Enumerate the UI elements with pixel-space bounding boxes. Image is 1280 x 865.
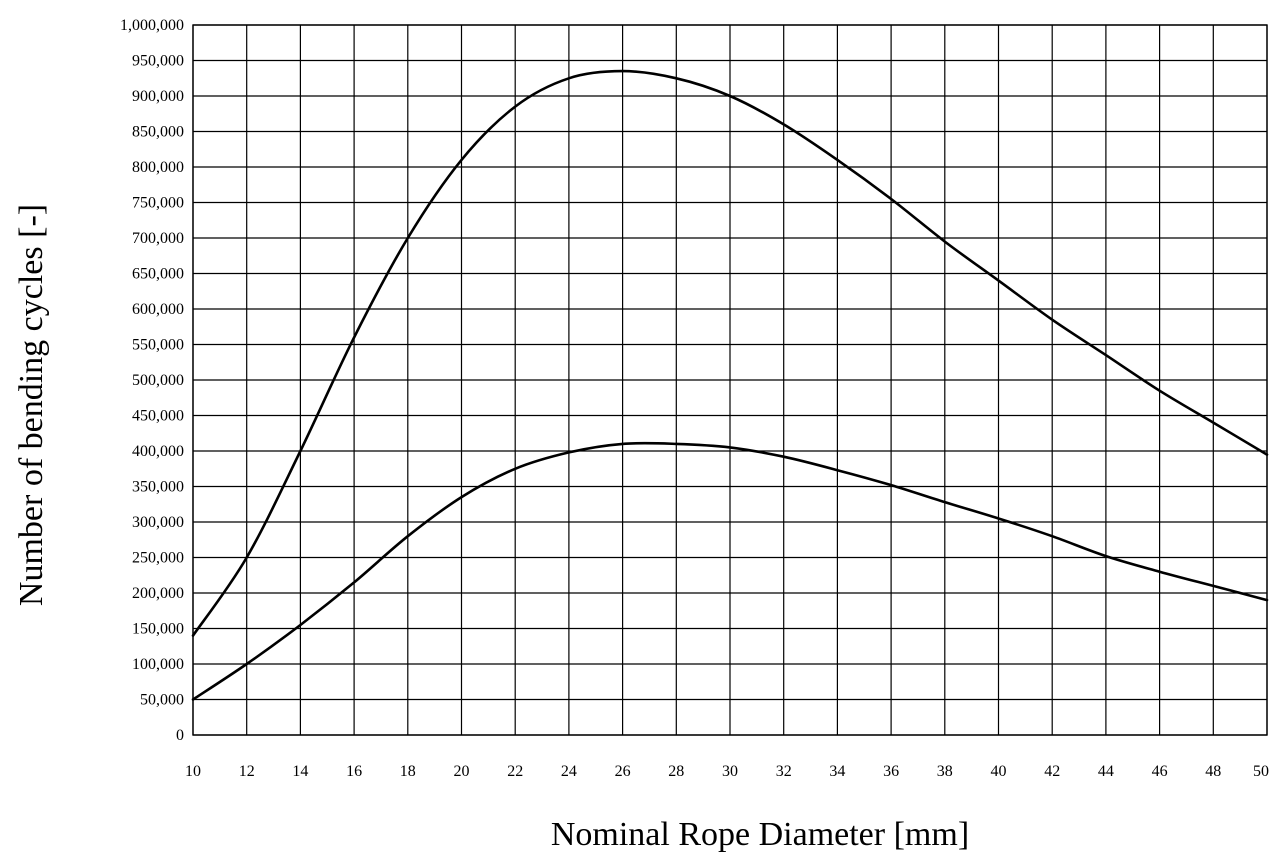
x-axis-title: Nominal Rope Diameter [mm] <box>551 816 969 853</box>
y-tick-label: 700,000 <box>132 230 184 247</box>
x-tick-label: 46 <box>1152 763 1168 780</box>
x-tick-label: 10 <box>185 763 201 780</box>
x-tick-label: 18 <box>400 763 416 780</box>
x-tick-label: 14 <box>292 763 308 780</box>
grid <box>192 24 1268 736</box>
y-axis-title: Number of bending cycles [-] <box>13 204 50 606</box>
x-tick-label: 42 <box>1044 763 1060 780</box>
x-tick-label: 48 <box>1205 763 1221 780</box>
x-tick-label: 38 <box>937 763 953 780</box>
x-tick-label: 50 <box>1253 763 1269 780</box>
x-tick-label: 12 <box>239 763 255 780</box>
y-tick-label: 50,000 <box>140 692 184 709</box>
y-axis-tick-labels: 0 50,000 100,000 150,000 200,000 250,000 300,0… <box>120 17 184 744</box>
x-tick-label: 26 <box>615 763 631 780</box>
y-tick-label: 300,000 <box>132 514 184 531</box>
y-tick-label: 150,000 <box>132 621 184 638</box>
y-tick-label: 950,000 <box>132 53 184 70</box>
series-line-1 <box>191 69 1269 637</box>
y-tick-label: 800,000 <box>132 159 184 176</box>
y-tick-label: 750,000 <box>132 195 184 212</box>
y-tick-label: 650,000 <box>132 266 184 283</box>
y-tick-label: 100,000 <box>132 656 184 673</box>
x-tick-label: 30 <box>722 763 738 780</box>
y-tick-label: 200,000 <box>132 585 184 602</box>
x-axis-tick-labels: 10 12 14 16 18 20 22 24 26 28 30 32 34 36 38 40 42 44 46 48… <box>185 763 1269 780</box>
y-tick-label: 600,000 <box>132 301 184 318</box>
y-tick-label: 450,000 <box>132 408 184 425</box>
y-tick-label: 250,000 <box>132 550 184 567</box>
x-tick-label: 16 <box>346 763 362 780</box>
y-tick-label: 850,000 <box>132 124 184 141</box>
y-tick-label: 0 <box>176 727 184 744</box>
series-lines <box>191 69 1269 701</box>
x-tick-label: 20 <box>454 763 470 780</box>
y-tick-label: 350,000 <box>132 479 184 496</box>
x-tick-label: 34 <box>829 763 845 780</box>
y-tick-label: 550,000 <box>132 337 184 354</box>
x-tick-label: 40 <box>991 763 1007 780</box>
x-tick-label: 36 <box>883 763 899 780</box>
x-tick-label: 22 <box>507 763 523 780</box>
y-tick-label: 500,000 <box>132 372 184 389</box>
x-tick-label: 44 <box>1098 763 1114 780</box>
y-tick-label: 1,000,000 <box>120 17 184 34</box>
y-tick-label: 400,000 <box>132 443 184 460</box>
x-tick-label: 28 <box>668 763 684 780</box>
x-tick-label: 32 <box>776 763 792 780</box>
y-tick-label: 900,000 <box>132 88 184 105</box>
series-line-2 <box>191 441 1269 701</box>
x-tick-label: 24 <box>561 763 577 780</box>
plot-frame <box>192 24 1268 736</box>
